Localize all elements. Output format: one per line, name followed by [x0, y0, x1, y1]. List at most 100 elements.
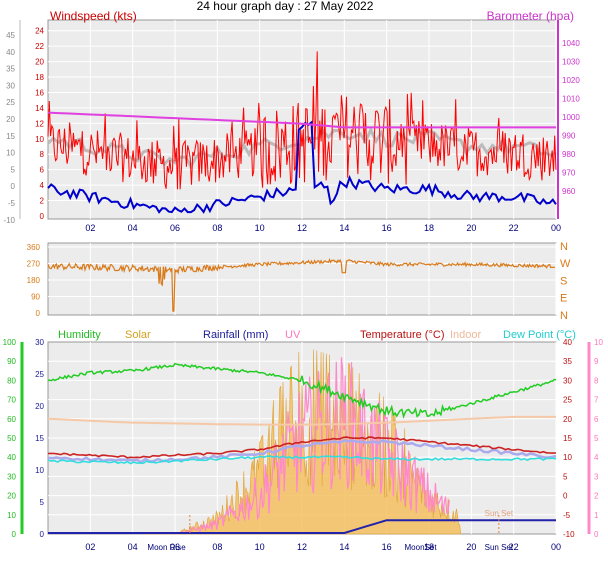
wind-tick-label: 2	[40, 197, 45, 206]
rainfall-line	[48, 519, 556, 534]
barometer-axis-title: Barometer (hpa)	[487, 9, 574, 23]
temp-series	[47, 349, 557, 535]
legend-indoor: Indoor	[450, 329, 482, 341]
indoor-line	[47, 415, 556, 426]
wind-tick-label: 22	[35, 42, 44, 51]
humidity-tick-label: 70	[7, 396, 16, 405]
legend-humidity: Humidity	[58, 329, 101, 341]
baro-tick-label: 1040	[562, 39, 580, 48]
x-tick-label: 16	[382, 542, 392, 552]
x-tick-label: 20	[466, 542, 476, 552]
windspeed-axis-title: Windspeed (kts)	[50, 9, 137, 23]
rain-tick-label: 30	[35, 338, 44, 347]
astro-events: Moon Rise MoonSet Sun Set Sun Set	[147, 509, 513, 552]
humidity-tick-label: 0	[12, 530, 17, 539]
humidity-tick-label: 20	[7, 492, 16, 501]
humidity-tick-label: 90	[7, 357, 16, 366]
uv-tick-label: 4	[594, 453, 599, 462]
wind-series	[46, 51, 557, 214]
outer-tick-label: 40	[6, 48, 15, 57]
baro-tick-label: 1030	[562, 58, 580, 67]
x-tick-label: 08	[212, 542, 222, 552]
direction-tick-label: 180	[27, 276, 41, 285]
x-tick-label: 00	[551, 542, 561, 552]
humidity-tick-label: 10	[7, 511, 16, 520]
temp-humidity-panel: Humidity Solar Rainfall (mm) UV Temperat…	[3, 329, 604, 552]
compass-label: W	[560, 258, 571, 270]
wind-tick-label: 14	[35, 104, 44, 113]
wind-tick-label: 24	[35, 27, 44, 36]
humidity-tick-label: 30	[7, 472, 16, 481]
humidity-tick-label: 60	[7, 415, 16, 424]
feels-like-line	[47, 439, 557, 464]
outer-tick-label: 35	[6, 65, 15, 74]
outer-tick-label: 25	[6, 98, 15, 107]
legend-temperature: Temperature (°C)	[360, 329, 444, 341]
direction-tick-label: 0	[36, 309, 41, 318]
wind-tick-label: 10	[35, 135, 44, 144]
baro-tick-label: 1010	[562, 95, 580, 104]
moonrise-label: Moon Rise	[147, 543, 186, 552]
wind-tick-label: 8	[40, 150, 45, 159]
x-tick-label: 08	[212, 223, 222, 233]
rain-tick-label: 15	[35, 434, 44, 443]
outer-tick-label: 15	[6, 132, 15, 141]
humidity-line	[47, 362, 557, 420]
baro-tick-label: 1020	[562, 76, 580, 85]
sunset-label-axis: Sun Set	[485, 543, 514, 552]
wind-gridlines	[48, 20, 557, 219]
temp-tick-label: 30	[563, 376, 572, 385]
x-tick-label: 06	[170, 542, 180, 552]
sunset-label: Sun Set	[485, 509, 514, 518]
x-tick-label: 14	[339, 542, 349, 552]
x-tick-label: 12	[297, 223, 307, 233]
temp-tick-label: 15	[563, 434, 572, 443]
x-tick-label: 14	[339, 223, 349, 233]
wind-baro-panel: Windspeed (kts) Barometer (hpa) 24222018…	[3, 9, 580, 233]
wind-axis-ticks: 242220181614121086420454035302520151050-…	[3, 20, 580, 233]
x-tick-label: 10	[255, 542, 265, 552]
x-tick-label: 18	[424, 223, 434, 233]
outer-tick-label: 20	[6, 115, 15, 124]
average-wind-line	[47, 120, 557, 214]
uv-tick-label: 5	[594, 434, 599, 443]
wind-tick-label: 6	[40, 166, 45, 175]
uv-tick-label: 6	[594, 415, 599, 424]
x-tick-label: 02	[85, 223, 95, 233]
x-tick-label: 06	[170, 223, 180, 233]
baro-tick-label: 970	[562, 169, 576, 178]
temp-axis-ticks: 1009080706050403020100302520151050403530…	[3, 338, 604, 552]
legend-dewpoint: Dew Point (°C)	[503, 329, 576, 341]
x-tick-label: 12	[297, 542, 307, 552]
humidity-tick-label: 40	[7, 453, 16, 462]
temp-tick-label: 35	[563, 357, 572, 366]
outer-tick-label: 0	[11, 182, 16, 191]
x-tick-label: 04	[128, 223, 138, 233]
legend-rainfall: Rainfall (mm)	[203, 329, 268, 341]
uv-tick-label: 7	[594, 396, 599, 405]
direction-tick-label: 90	[31, 293, 40, 302]
outer-tick-label: 45	[6, 31, 15, 40]
uv-tick-label: 10	[594, 338, 603, 347]
windspeed-line	[47, 51, 557, 190]
wind-tick-label: 18	[35, 73, 44, 82]
uv-tick-label: 2	[594, 492, 599, 501]
rain-tick-label: 20	[35, 402, 44, 411]
rain-tick-label: 5	[40, 498, 45, 507]
baro-tick-label: 980	[562, 150, 576, 159]
legend: Humidity Solar Rainfall (mm) UV Temperat…	[58, 329, 576, 341]
wind-tick-label: 4	[40, 181, 45, 190]
temp-tick-label: 25	[563, 396, 572, 405]
x-tick-label: 16	[382, 223, 392, 233]
baro-tick-label: 990	[562, 132, 576, 141]
compass-label: S	[560, 275, 567, 287]
dewpoint-line	[47, 455, 557, 465]
temp-tick-label: -10	[563, 530, 575, 539]
outer-tick-label: 10	[6, 149, 15, 158]
uv-tick-label: 0	[594, 530, 599, 539]
rain-tick-label: 10	[35, 466, 44, 475]
outer-tick-label: 30	[6, 81, 15, 90]
wind-tick-label: 12	[35, 119, 44, 128]
